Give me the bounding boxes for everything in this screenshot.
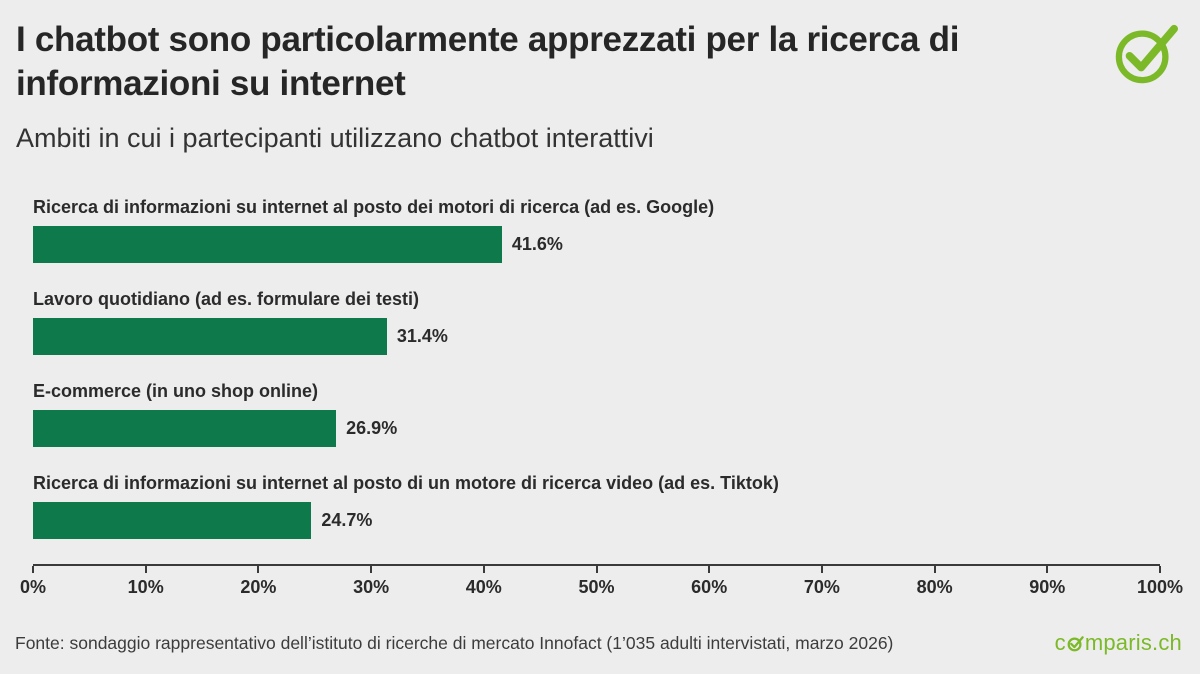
x-tick-label: 30% [353, 576, 390, 597]
header: I chatbot sono particolarmente apprezzat… [0, 0, 1200, 154]
bar [33, 501, 312, 539]
bar-chart: Ricerca di informazioni su internet al p… [20, 196, 1183, 601]
bar-row: 41.6% [33, 225, 1160, 263]
comparis-logo: c mparis.ch [1055, 630, 1182, 656]
footer: Fonte: sondaggio rappresentativo dell’is… [15, 630, 1182, 656]
x-tick-label: 90% [1029, 576, 1066, 597]
value-label: 31.4% [396, 325, 448, 346]
bar [33, 409, 337, 447]
x-tick-label: 50% [578, 576, 615, 597]
x-tick-mark [370, 565, 373, 573]
x-tick-mark [257, 565, 260, 573]
x-tick-label: 0% [19, 576, 47, 597]
x-tick-label: 20% [240, 576, 277, 597]
x-tick-label: 10% [127, 576, 164, 597]
bar-group: E-commerce (in uno shop online) 26.9% [33, 380, 1160, 447]
bar-group: Lavoro quotidiano (ad es. formulare dei … [33, 288, 1160, 355]
comparis-logo-check-icon [1067, 635, 1084, 651]
x-tick-mark [933, 565, 936, 573]
bar-row: 26.9% [33, 409, 1160, 447]
x-tick-label: 40% [465, 576, 502, 597]
value-label: 26.9% [346, 417, 398, 438]
comparis-logo-text-suffix: mparis.ch [1084, 630, 1182, 655]
bar-group: Ricerca di informazioni su internet al p… [33, 472, 1160, 539]
bar [33, 225, 502, 263]
x-tick-mark [32, 565, 34, 573]
x-tick-label: 70% [803, 576, 840, 597]
page-title: I chatbot sono particolarmente apprezzat… [16, 20, 960, 104]
x-axis-labels: 0% 10% 20% 30% 40% 50% 60% 70% 80% 90% 1… [20, 576, 1183, 601]
value-label: 24.7% [321, 509, 373, 530]
bar-row: 31.4% [33, 317, 1160, 355]
category-label: Ricerca di informazioni su internet al p… [33, 196, 715, 217]
x-tick-label: 80% [916, 576, 953, 597]
category-label: E-commerce (in uno shop online) [33, 380, 319, 401]
bar [33, 317, 387, 355]
x-tick-mark [1046, 565, 1049, 573]
source-note: Fonte: sondaggio rappresentativo dell’is… [15, 632, 894, 653]
category-label: Ricerca di informazioni su internet al p… [33, 472, 779, 493]
x-tick-mark [820, 565, 823, 573]
x-tick-mark [708, 565, 711, 573]
category-label: Lavoro quotidiano (ad es. formulare dei … [33, 288, 420, 309]
value-label: 41.6% [511, 233, 563, 254]
title-block: I chatbot sono particolarmente apprezzat… [16, 18, 1114, 154]
x-tick-label: 100% [1136, 576, 1184, 597]
x-tick-mark [1159, 565, 1161, 573]
check-circle-logo-icon [1114, 22, 1180, 89]
x-tick-mark [482, 565, 485, 573]
bar-row: 24.7% [33, 501, 1160, 539]
x-tick-label: 60% [691, 576, 728, 597]
x-axis [32, 563, 1161, 574]
x-tick-mark [595, 565, 598, 573]
comparis-logo-text-prefix: c [1054, 630, 1066, 655]
x-tick-mark [144, 565, 147, 573]
page-subtitle: Ambiti in cui i partecipanti utilizzano … [16, 122, 654, 153]
bar-group: Ricerca di informazioni su internet al p… [33, 196, 1160, 263]
